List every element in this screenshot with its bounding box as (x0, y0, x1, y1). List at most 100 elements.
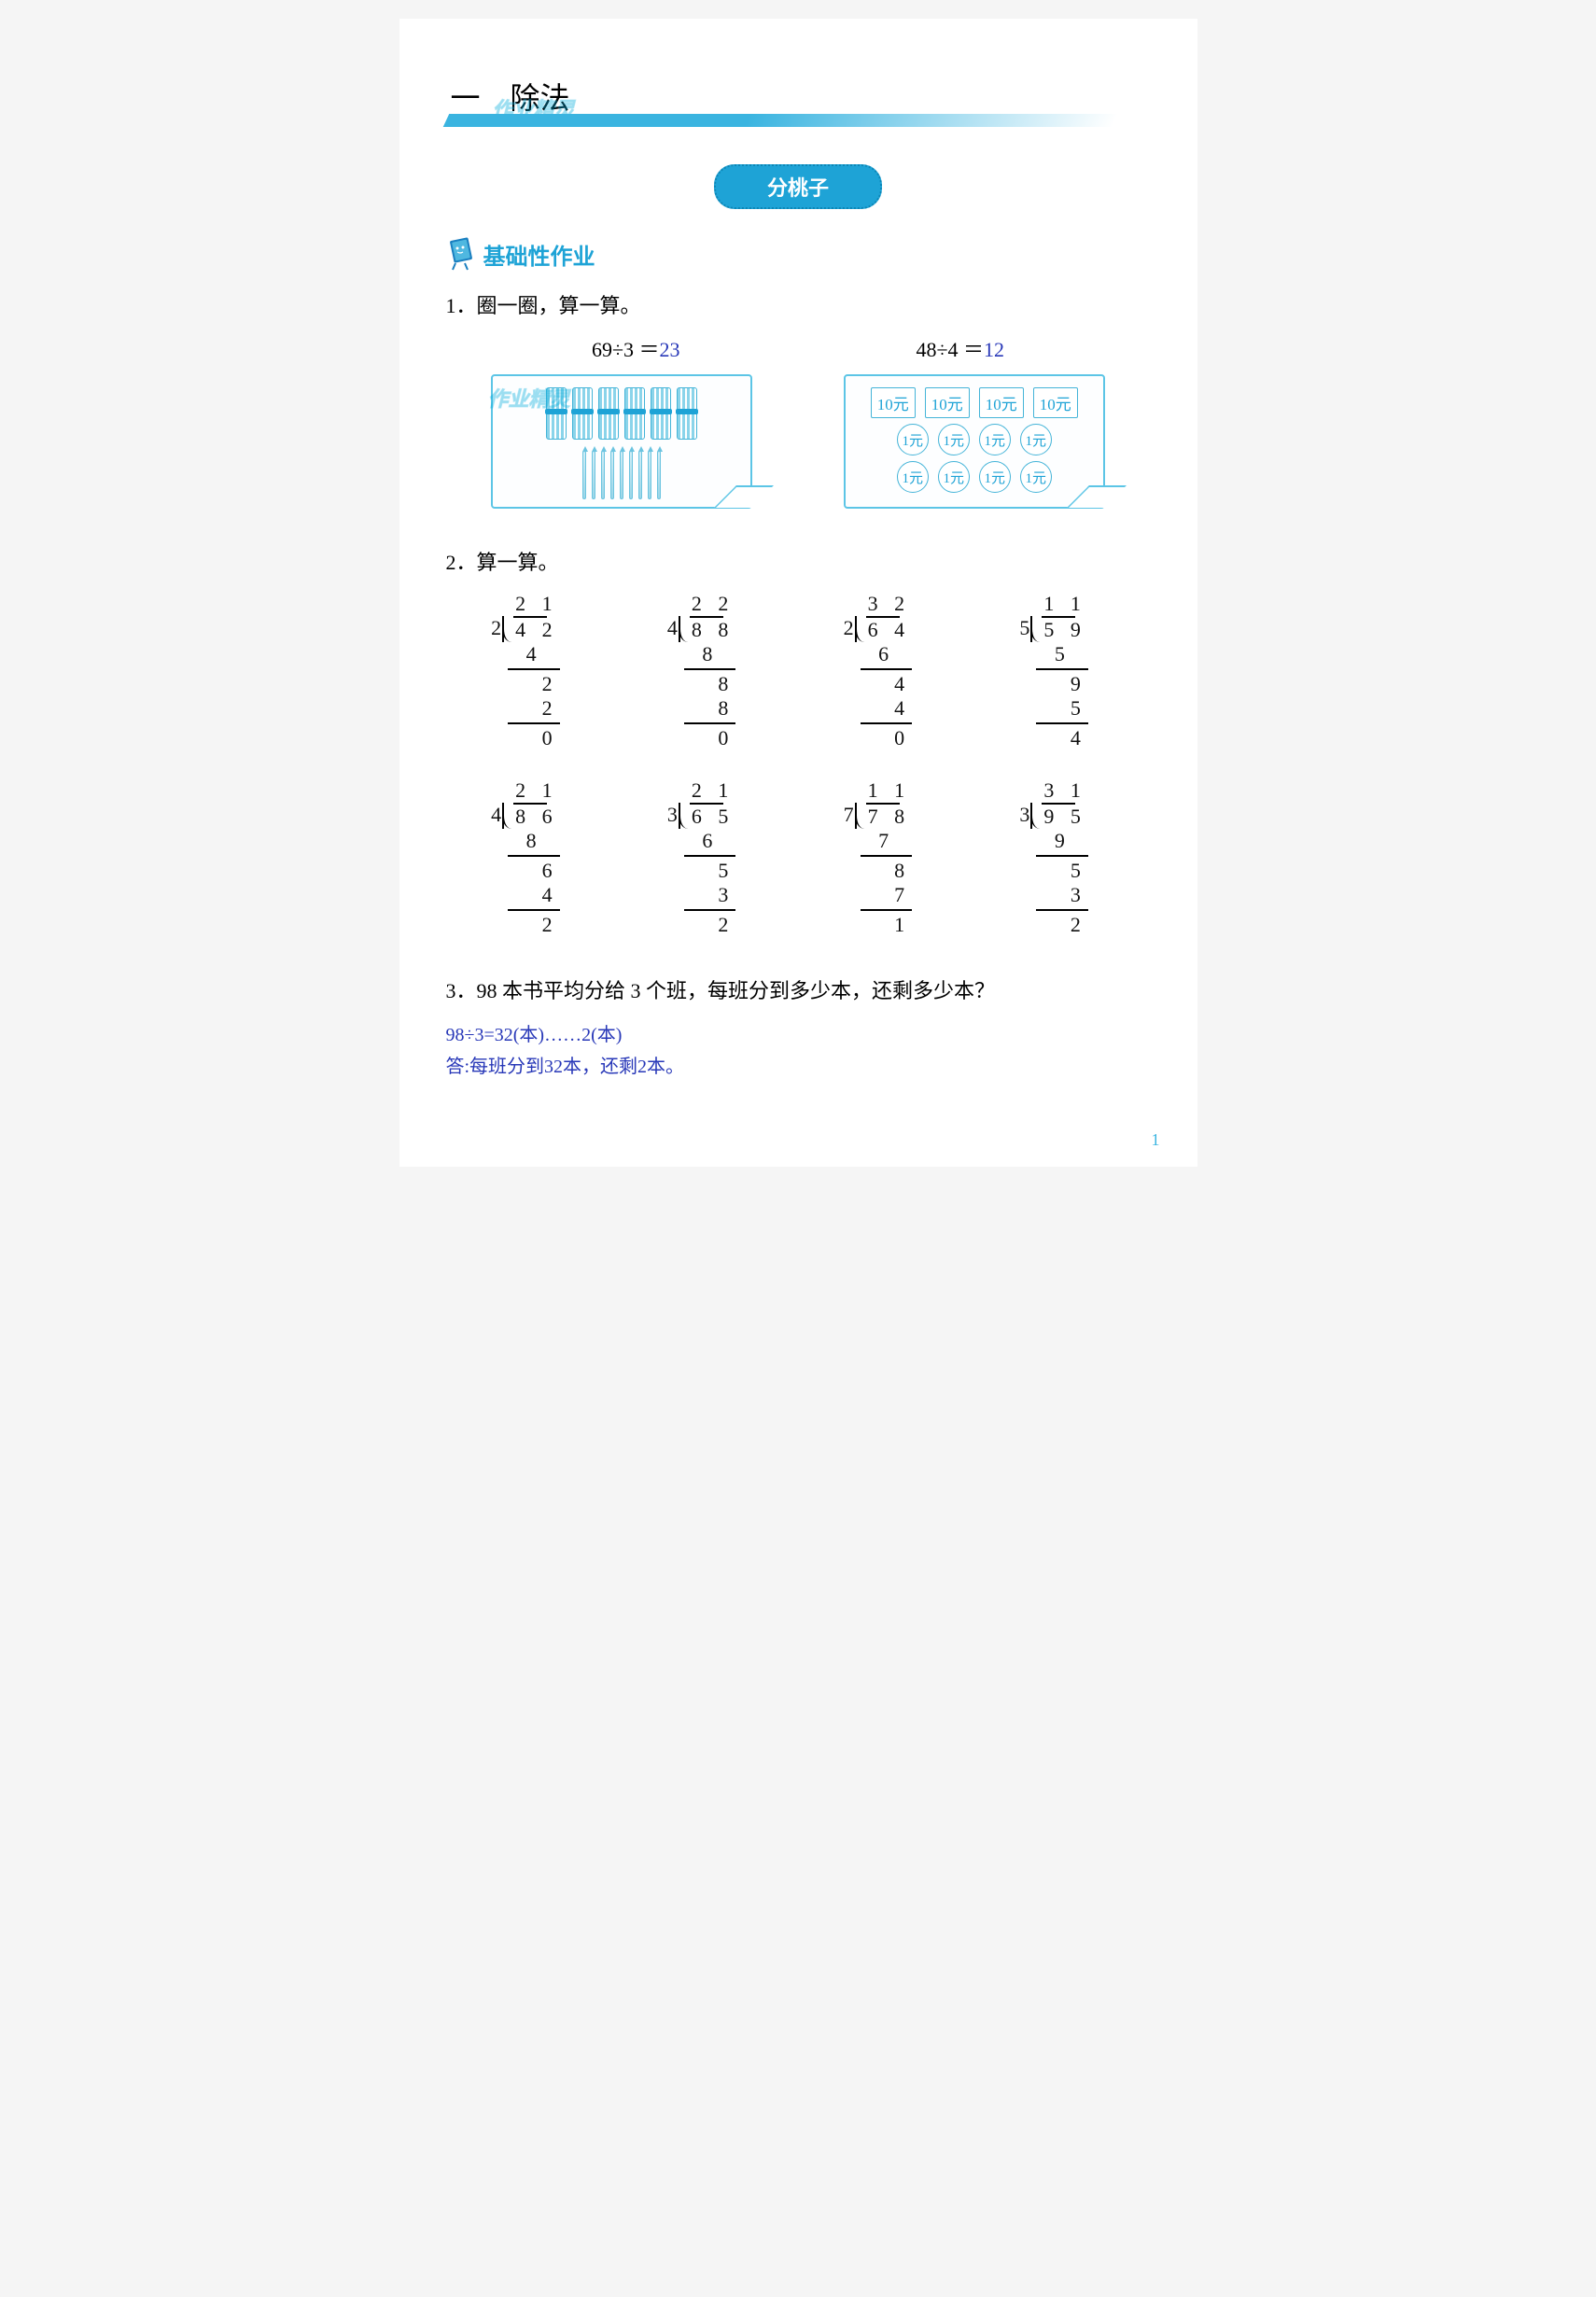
stick-bundles-row (506, 387, 737, 440)
step: 8 (684, 642, 736, 666)
step: 6 (684, 829, 736, 853)
remainder: 4 (1036, 726, 1088, 750)
divisor: 3 (667, 803, 678, 827)
step: 5 (1036, 859, 1088, 883)
stick-bundle (624, 387, 645, 440)
rule-line (1036, 668, 1088, 670)
dividend: 6 5 (684, 803, 736, 829)
q1-equations: 69÷3 ＝23 48÷4 ＝12 (474, 333, 1123, 363)
long-division-3: 3 26 426 440 (807, 592, 965, 750)
homework-label: 基础性作业 (446, 237, 1151, 271)
rule-line (1036, 855, 1088, 857)
step: 6 (508, 859, 560, 883)
step: 4 (508, 642, 560, 666)
step: 9 (1036, 672, 1088, 696)
q1-eq2-lhs: 48÷4 ＝ (916, 338, 984, 361)
bills-row: 10元10元10元10元 (859, 387, 1090, 418)
dividend: 8 6 (508, 803, 560, 829)
chapter-name: 除法 (511, 81, 570, 115)
quotient: 3 1 (1036, 778, 1088, 803)
coins-row-1: 1元1元1元1元 (859, 424, 1090, 455)
long-division-4: 1 15 955 954 (984, 592, 1141, 750)
quotient: 2 1 (508, 778, 560, 803)
dividend: 9 5 (1036, 803, 1088, 829)
section-pill: 分桃子 (714, 164, 882, 209)
q1-eq1-answer: 23 (660, 338, 680, 361)
step: 2 (508, 696, 560, 721)
step: 9 (1036, 829, 1088, 853)
quotient: 2 2 (684, 592, 736, 616)
dividend: 6 4 (861, 616, 913, 642)
rule-line (861, 909, 913, 911)
stick-bundle (572, 387, 593, 440)
coin-1: 1元 (1020, 424, 1052, 455)
rule-line (508, 668, 560, 670)
remainder: 0 (508, 726, 560, 750)
rule-line (684, 909, 736, 911)
rule-line (861, 668, 913, 670)
homework-label-text: 基础性作业 (483, 238, 595, 271)
step: 3 (1036, 883, 1088, 907)
rule-line (508, 722, 560, 724)
rule-line (684, 722, 736, 724)
worksheet-page: 一 除法 作业精灵 分桃子 基础性作业 1．圈一圈，算一算。 69÷3 ＝23 … (399, 19, 1197, 1167)
header-underline (442, 114, 1118, 127)
divisor: 7 (844, 803, 854, 827)
long-division-5: 2 18 648 642 (455, 778, 613, 937)
coin-1: 1元 (938, 461, 970, 493)
chapter-header: 一 除法 作业精灵 (446, 75, 1151, 127)
rule-line (684, 855, 736, 857)
quotient: 1 1 (861, 778, 913, 803)
quotient: 1 1 (1036, 592, 1088, 616)
pencil-icon (592, 451, 595, 499)
coin-1: 1元 (1020, 461, 1052, 493)
divisor: 4 (491, 803, 501, 827)
remainder: 2 (508, 913, 560, 937)
remainder: 2 (684, 913, 736, 937)
q3-answer: 答:每班分到32本，还剩2本。 (446, 1051, 1151, 1083)
q1-figures: 10元10元10元10元 1元 1元 1元 1元 1元 1元 1元 1元 (465, 374, 1132, 509)
pencil-icon (620, 451, 623, 499)
step: 7 (861, 883, 913, 907)
bill-10: 10元 (871, 387, 916, 418)
step: 8 (684, 696, 736, 721)
long-division-grid: 2 14 224 2202 28 848 8803 26 426 4401 15… (455, 592, 1141, 937)
q2-prompt: 2．算一算。 (446, 546, 1151, 579)
long-division-6: 2 16 536 532 (631, 778, 789, 937)
rule-line (684, 668, 736, 670)
dividend: 4 2 (508, 616, 560, 642)
quotient: 3 2 (861, 592, 913, 616)
step: 8 (684, 672, 736, 696)
stick-bundle (651, 387, 671, 440)
step: 5 (1036, 696, 1088, 721)
q1-eq2-answer: 12 (984, 338, 1004, 361)
step: 8 (861, 859, 913, 883)
dividend: 8 8 (684, 616, 736, 642)
long-division-8: 3 19 539 532 (984, 778, 1141, 937)
remainder: 0 (684, 726, 736, 750)
q1-eq1-lhs: 69÷3 ＝ (592, 338, 660, 361)
q1-money-box: 10元10元10元10元 1元 1元 1元 1元 1元 1元 1元 1元 (844, 374, 1105, 509)
step: 7 (861, 829, 913, 853)
stick-bundle (677, 387, 697, 440)
pencils-row (506, 445, 737, 499)
step: 4 (861, 696, 913, 721)
divisor: 4 (667, 616, 678, 640)
dividend: 7 8 (861, 803, 913, 829)
step: 5 (1036, 642, 1088, 666)
q1-eq2: 48÷4 ＝12 (916, 333, 1004, 363)
dividend: 5 9 (1036, 616, 1088, 642)
pencil-icon (629, 451, 633, 499)
page-number: 1 (1152, 1130, 1160, 1150)
coin-1: 1元 (897, 461, 929, 493)
coin-1: 1元 (938, 424, 970, 455)
remainder: 2 (1036, 913, 1088, 937)
pencil-icon (601, 451, 605, 499)
pencil-icon (638, 451, 642, 499)
divisor: 2 (491, 616, 501, 640)
coin-1: 1元 (979, 461, 1011, 493)
rule-line (508, 909, 560, 911)
coins-row-2: 1元 1元 1元 1元 (859, 461, 1090, 493)
pencil-icon (610, 451, 614, 499)
divisor: 2 (844, 616, 854, 640)
